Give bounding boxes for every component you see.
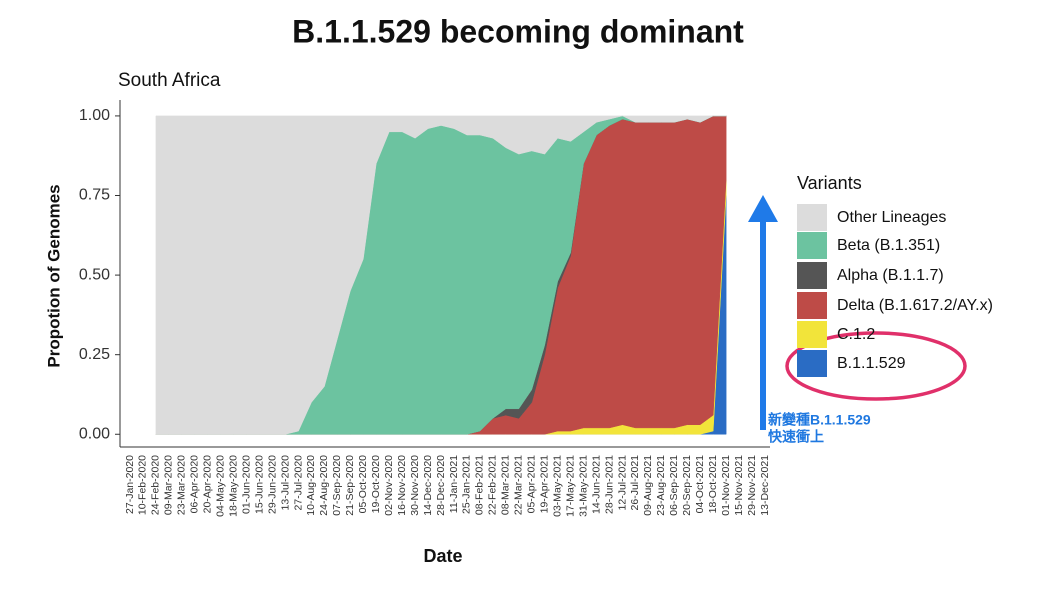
legend-key bbox=[797, 292, 827, 319]
x-tick-label: 22-Mar-2021 bbox=[513, 455, 525, 515]
x-tick-label: 14-Jun-2021 bbox=[590, 455, 602, 514]
legend-key bbox=[797, 204, 827, 231]
y-axis-label: Propotion of Genomes bbox=[44, 184, 63, 367]
x-tick-label: 08-Mar-2021 bbox=[500, 455, 512, 515]
x-tick-label: 13-Dec-2021 bbox=[759, 455, 771, 516]
x-tick-label: 18-May-2020 bbox=[227, 455, 239, 517]
x-tick-label: 18-Oct-2021 bbox=[707, 455, 719, 514]
chart-title: B.1.1.529 becoming dominant bbox=[292, 13, 744, 49]
plot-area bbox=[155, 115, 727, 435]
x-tick-label: 24-Feb-2020 bbox=[150, 455, 162, 515]
x-tick-label: 29-Jun-2020 bbox=[266, 455, 278, 514]
x-tick-label: 27-Jul-2020 bbox=[292, 455, 304, 511]
y-tick-label: 1.00 bbox=[79, 107, 110, 124]
x-tick-label: 21-Sep-2020 bbox=[344, 455, 356, 516]
x-tick-label: 30-Nov-2020 bbox=[409, 455, 421, 516]
x-tick-label: 17-May-2021 bbox=[564, 455, 576, 517]
annotation: 快速衝上 bbox=[768, 429, 824, 445]
x-tick-label: 25-Jan-2021 bbox=[461, 455, 473, 514]
legend-label: Delta (B.1.617.2/AY.x) bbox=[837, 297, 993, 314]
legend-label: B.1.1.529 bbox=[837, 355, 906, 372]
legend-key bbox=[797, 321, 827, 348]
x-tick-label: 04-May-2020 bbox=[215, 455, 227, 517]
x-tick-label: 05-Oct-2020 bbox=[357, 455, 369, 514]
y-tick-label: 0.25 bbox=[79, 346, 110, 363]
x-tick-label: 26-Jul-2021 bbox=[629, 455, 641, 511]
x-tick-label: 15-Nov-2021 bbox=[733, 455, 745, 516]
y-tick-label: 0.75 bbox=[79, 187, 110, 204]
x-tick-label: 24-Aug-2020 bbox=[318, 455, 330, 516]
chart-subtitle: South Africa bbox=[118, 70, 221, 91]
x-tick-label: 06-Sep-2021 bbox=[668, 455, 680, 516]
legend-label: Beta (B.1.351) bbox=[837, 237, 940, 254]
legend-key bbox=[797, 262, 827, 289]
x-tick-label: 14-Dec-2020 bbox=[422, 455, 434, 516]
x-tick-label: 04-Oct-2021 bbox=[694, 455, 706, 514]
x-tick-label: 31-May-2021 bbox=[577, 455, 589, 517]
x-tick-label: 03-May-2021 bbox=[551, 455, 563, 517]
y-tick-label: 0.00 bbox=[79, 425, 110, 442]
x-tick-label: 02-Nov-2020 bbox=[383, 455, 395, 516]
x-tick-label: 15-Jun-2020 bbox=[253, 455, 265, 514]
x-tick-label: 28-Jun-2021 bbox=[603, 455, 615, 514]
x-tick-label: 01-Jun-2020 bbox=[240, 455, 252, 514]
x-tick-label: 20-Apr-2020 bbox=[202, 455, 214, 514]
x-tick-label: 12-Jul-2021 bbox=[616, 455, 628, 511]
x-tick-label: 05-Apr-2021 bbox=[526, 455, 538, 514]
legend-key bbox=[797, 350, 827, 377]
x-tick-label: 27-Jan-2020 bbox=[124, 455, 136, 514]
x-tick-label: 06-Apr-2020 bbox=[189, 455, 201, 514]
x-tick-label: 19-Oct-2020 bbox=[370, 455, 382, 514]
x-tick-label: 29-Nov-2021 bbox=[746, 455, 758, 516]
legend-label: C.1.2 bbox=[837, 326, 875, 343]
x-tick-label: 01-Nov-2021 bbox=[720, 455, 732, 516]
x-tick-label: 11-Jan-2021 bbox=[448, 455, 460, 513]
legend-label: Alpha (B.1.1.7) bbox=[837, 267, 944, 284]
legend-label: Other Lineages bbox=[837, 209, 946, 226]
x-tick-label: 19-Apr-2021 bbox=[539, 455, 551, 514]
x-tick-label: 09-Mar-2020 bbox=[163, 455, 175, 515]
x-tick-label: 13-Jul-2020 bbox=[279, 455, 291, 511]
legend-title: Variants bbox=[797, 173, 862, 193]
x-tick-label: 08-Feb-2021 bbox=[474, 455, 486, 515]
y-tick-label: 0.50 bbox=[79, 266, 110, 283]
annotation: 新變種B.1.1.529 bbox=[768, 412, 871, 428]
area bbox=[155, 115, 727, 435]
x-tick-label: 28-Dec-2020 bbox=[435, 455, 447, 516]
highlight-ellipse bbox=[785, 331, 967, 401]
x-tick-label: 10-Feb-2020 bbox=[137, 455, 149, 515]
x-tick-label: 10-Aug-2020 bbox=[305, 455, 317, 516]
x-tick-label: 09-Aug-2021 bbox=[642, 455, 654, 516]
x-axis-label: Date bbox=[423, 546, 462, 566]
x-tick-label: 22-Feb-2021 bbox=[487, 455, 499, 515]
arrow bbox=[748, 195, 778, 430]
x-tick-label: 20-Sep-2021 bbox=[681, 455, 693, 516]
legend-key bbox=[797, 232, 827, 259]
x-tick-label: 23-Aug-2021 bbox=[655, 455, 667, 516]
x-tick-label: 16-Nov-2020 bbox=[396, 455, 408, 516]
x-tick-label: 07-Sep-2020 bbox=[331, 455, 343, 516]
x-tick-label: 23-Mar-2020 bbox=[176, 455, 188, 515]
